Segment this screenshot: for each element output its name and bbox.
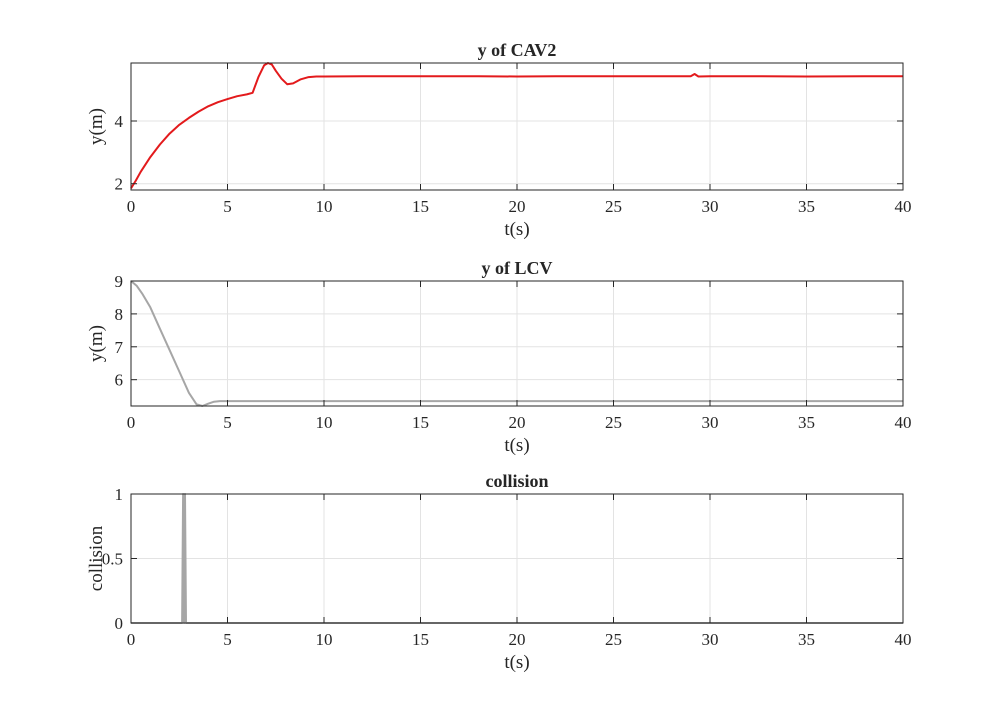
x-tick-label: 25: [605, 197, 622, 216]
subplot-title: y of LCV: [482, 258, 553, 278]
x-tick-label: 15: [412, 630, 429, 649]
x-tick-label: 25: [605, 630, 622, 649]
x-tick-label: 35: [798, 197, 815, 216]
subplot-2: 0 5 10 15 20 25 30 35 40 6 7 8 9 y of LCV t(s) y(m): [86, 258, 912, 456]
x-tick-label: 35: [798, 413, 815, 432]
x-tick-label: 25: [605, 413, 622, 432]
y-axis-label: collision: [86, 525, 107, 591]
y-axis-label: y(m): [86, 108, 107, 145]
x-tick-label: 40: [895, 413, 912, 432]
y-tick-label: 8: [115, 305, 124, 324]
x-tick-label: 5: [223, 630, 232, 649]
y-tick-label: 2: [115, 175, 124, 194]
y-tick-label: 4: [115, 112, 124, 131]
subplot-3: 0 5 10 15 20 25 30 35 40 0 0.5 1 collision t(s) collis…: [86, 471, 912, 673]
x-tick-label: 30: [702, 413, 719, 432]
subplot-1: 0 5 10 15 20 25 30 35 40 2 4 y of CAV2 t(s) y(m): [86, 40, 912, 240]
subplot-title: collision: [485, 471, 548, 491]
x-tick-label: 15: [412, 413, 429, 432]
subplot-title: y of CAV2: [478, 40, 557, 60]
y-tick-label: 0: [115, 614, 124, 633]
x-tick-label: 30: [702, 197, 719, 216]
x-tick-label: 10: [316, 413, 333, 432]
x-tick-label: 10: [316, 630, 333, 649]
x-tick-label: 0: [127, 197, 136, 216]
x-tick-label: 5: [223, 413, 232, 432]
x-tick-label: 30: [702, 630, 719, 649]
y-tick-label: 6: [115, 371, 124, 390]
x-tick-label: 5: [223, 197, 232, 216]
x-axis-label: t(s): [504, 435, 529, 456]
y-axis-label: y(m): [86, 325, 107, 362]
y-tick-label: 9: [115, 272, 124, 291]
x-tick-label: 0: [127, 630, 136, 649]
x-axis-label: t(s): [504, 219, 529, 240]
x-tick-label: 40: [895, 630, 912, 649]
x-tick-label: 20: [509, 197, 526, 216]
y-tick-label: 0.5: [102, 550, 123, 569]
x-tick-label: 20: [509, 413, 526, 432]
y-tick-label: 7: [115, 338, 124, 357]
x-tick-label: 20: [509, 630, 526, 649]
x-tick-label: 40: [895, 197, 912, 216]
x-tick-label: 0: [127, 413, 136, 432]
x-tick-label: 35: [798, 630, 815, 649]
series-line-1: [130, 62, 903, 189]
x-axis-label: t(s): [504, 652, 529, 673]
x-tick-label: 10: [316, 197, 333, 216]
y-tick-label: 1: [115, 485, 124, 504]
x-tick-label: 15: [412, 197, 429, 216]
